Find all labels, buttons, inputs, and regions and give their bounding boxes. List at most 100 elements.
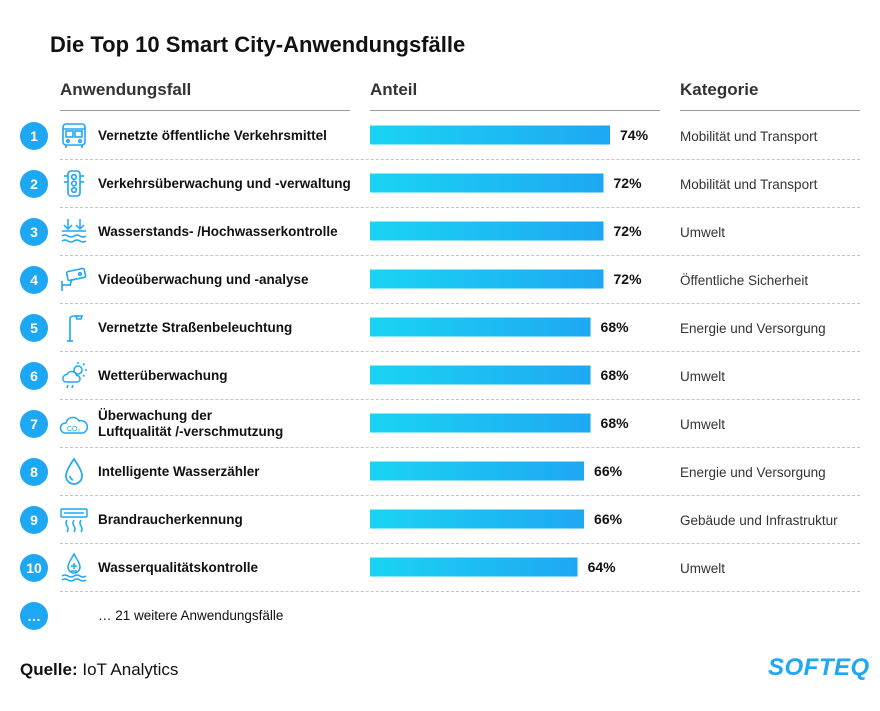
usecase-label: Intelligente Wasserzähler [98, 448, 360, 496]
share-bar [370, 365, 591, 385]
share-bar [370, 317, 591, 337]
category-label: Umwelt [680, 416, 726, 432]
header-divider [370, 110, 660, 111]
rank-badge: 10 [20, 554, 48, 582]
category-label: Mobilität und Transport [680, 128, 818, 144]
share-value-label: 74% [620, 127, 649, 143]
traffic-light-icon [58, 168, 90, 200]
category-label: Energie und Versorgung [680, 464, 826, 480]
smoke-detector-icon [58, 504, 90, 536]
rank-badge: 5 [20, 314, 48, 342]
table-row: 9 Brandraucherkennung Gebäude und Infrastr… [0, 496, 880, 544]
header-share: Anteil [370, 80, 418, 99]
row-divider [60, 591, 860, 592]
usecase-label-line: Wetterüberwachung [98, 368, 228, 383]
category-label: Umwelt [680, 560, 726, 576]
water-level-icon [58, 216, 90, 248]
header-usecase: Anwendungsfall [60, 80, 192, 99]
row-divider [60, 255, 860, 256]
row-divider [60, 399, 860, 400]
category-label: Gebäude und Infrastruktur [680, 512, 838, 528]
usecase-label-line: Verkehrsüberwachung und -verwaltung [98, 176, 351, 191]
header-divider [60, 110, 350, 111]
row-divider [60, 159, 860, 160]
usecase-label-line: Intelligente Wasserzähler [98, 464, 260, 479]
share-value-label: 64% [588, 559, 617, 575]
row-divider [60, 351, 860, 352]
usecase-label: Verkehrsüberwachung und -verwaltung [98, 160, 360, 208]
usecase-label: Videoüberwachung und -analyse [98, 256, 360, 304]
share-bar [370, 269, 604, 289]
table-row: 2 Verkehrsüberwachung und -verwaltung Mobi… [0, 160, 880, 208]
share-value-label: 68% [601, 415, 630, 431]
co2-icon-label: CO₂ [67, 426, 81, 433]
share-bar [370, 125, 610, 145]
table-row: 1 Vernetzte öffentliche Verkehrsmittel Mob… [0, 112, 880, 160]
row-divider [60, 447, 860, 448]
rank-badge: 4 [20, 266, 48, 294]
co2-cloud-icon: CO₂ [58, 408, 90, 440]
share-bar [370, 461, 585, 481]
category-label: Energie und Versorgung [680, 320, 826, 336]
share-bar [370, 413, 591, 433]
rank-badge: 2 [20, 170, 48, 198]
usecase-label-line: Wasserqualitätskontrolle [98, 560, 259, 575]
water-drop-icon [58, 456, 90, 488]
usecase-label: Brandraucherkennung [98, 496, 360, 544]
bus-icon [58, 120, 90, 152]
rank-badge: 9 [20, 506, 48, 534]
share-value-label: 68% [601, 367, 630, 383]
share-bar [370, 509, 585, 529]
share-value-label: 72% [614, 175, 643, 191]
usecase-label-line: Videoüberwachung und -analyse [98, 272, 309, 287]
usecase-label-line: Überwachung der [98, 408, 213, 423]
share-value-label: 72% [614, 223, 643, 239]
usecase-label-line: Wasserstands- /Hochwasserkontrolle [98, 224, 338, 239]
table-row: 4 Videoüberwachung und -analyse Öffentlich… [0, 256, 880, 304]
rank-badge: 6 [20, 362, 48, 390]
source-note: Quelle: IoT Analytics [20, 660, 178, 680]
usecase-label: Wasserstands- /Hochwasserkontrolle [98, 208, 360, 256]
table-row: 5 Vernetzte Straßenbeleuchtung Energie und… [0, 304, 880, 352]
source-label: Quelle: [20, 660, 78, 679]
table-row: 10 Wasserqualitätskontrolle Umwelt [0, 544, 880, 592]
share-bar [370, 173, 604, 193]
rank-badge: 7 [20, 410, 48, 438]
more-usecases-row[interactable]: … … 21 weitere Anwendungsfälle [0, 592, 880, 640]
table-row: 7 CO₂ Überwachung der Luftqualität /-versch… [0, 400, 880, 448]
usecase-label: Vernetzte Straßenbeleuchtung [98, 304, 360, 352]
more-usecases-label[interactable]: … 21 weitere Anwendungsfälle [98, 608, 284, 623]
rank-badge: 3 [20, 218, 48, 246]
category-label: Öffentliche Sicherheit [680, 272, 809, 288]
usecase-label: Überwachung der Luftqualität /-verschmutz… [98, 400, 360, 448]
table-row: 8 Intelligente Wasserzähler Energie und Ve… [0, 448, 880, 496]
row-divider [60, 495, 860, 496]
category-label: Umwelt [680, 224, 726, 240]
share-value-label: 66% [594, 463, 623, 479]
header-category: Kategorie [680, 80, 759, 99]
rank-badge: 1 [20, 122, 48, 150]
share-value-label: 72% [614, 271, 643, 287]
usecase-label: Wetterüberwachung [98, 352, 360, 400]
usecase-label-line: Vernetzte Straßenbeleuchtung [98, 320, 293, 335]
weather-icon [58, 360, 90, 392]
category-label: Umwelt [680, 368, 726, 384]
usecase-label-line: Luftqualität /-verschmutzung [98, 424, 284, 439]
row-divider [60, 303, 860, 304]
category-label: Mobilität und Transport [680, 176, 818, 192]
share-bar [370, 557, 578, 577]
street-lamp-icon [58, 312, 90, 344]
rank-badge: 8 [20, 458, 48, 486]
share-value-label: 68% [601, 319, 630, 335]
usecase-label: Wasserqualitätskontrolle [98, 544, 360, 592]
header-divider [680, 110, 860, 111]
water-quality-icon [58, 552, 90, 584]
usecase-label-line: Vernetzte öffentliche Verkehrsmittel [98, 128, 327, 143]
usecase-label: Vernetzte öffentliche Verkehrsmittel [98, 112, 360, 160]
page-title: Die Top 10 Smart City-Anwendungsfälle [50, 32, 466, 57]
more-badge[interactable]: … [20, 602, 48, 630]
table-row: 3 Wasserstands- /Hochwasserkontrolle Umwel… [0, 208, 880, 256]
table-row: 6 Wetterüberwachung Umwelt [0, 352, 880, 400]
usecase-label-line: Brandraucherkennung [98, 512, 243, 527]
